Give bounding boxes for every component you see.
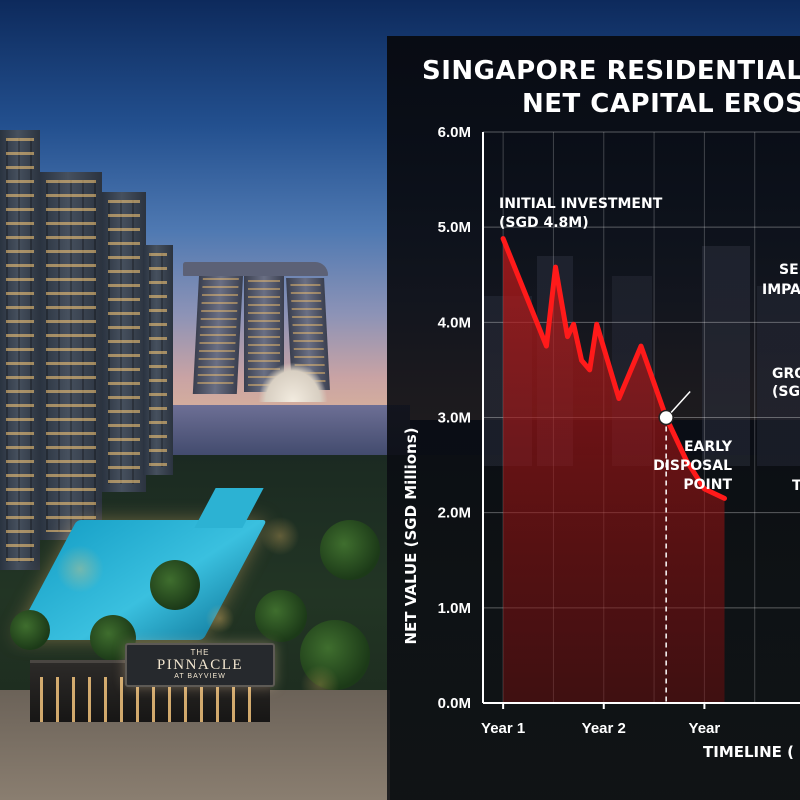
x-tick-label: Year 2 xyxy=(582,720,626,737)
residential-tower-1 xyxy=(0,130,40,570)
annotation-text: EARLY xyxy=(684,439,733,455)
annotation-text: (SGD 4.8M) xyxy=(499,215,589,231)
line-chart: 0.0M 1.0M 2.0M 3.0M 4.0M 5.0M 6.0M Year 1 Year 2… xyxy=(402,124,800,761)
mbs-tower-1 xyxy=(192,272,244,394)
artscience-museum xyxy=(258,362,328,402)
axes xyxy=(482,132,800,709)
tree xyxy=(300,620,370,690)
x-tick-label: Year 1 xyxy=(481,720,525,737)
annotation-text: SE xyxy=(779,262,799,278)
residential-tower-4 xyxy=(143,245,173,475)
chart-title-line-1: SINGAPORE RESIDENTIAL P xyxy=(422,56,800,86)
residential-tower-2 xyxy=(40,172,102,540)
gross-leader-line xyxy=(670,390,691,414)
y-tick-label: 4.0M xyxy=(438,314,471,331)
annotation-text: DISPOSAL xyxy=(653,458,732,474)
y-tick-label: 2.0M xyxy=(438,505,471,522)
series-path xyxy=(500,236,727,501)
tree xyxy=(150,560,200,610)
series-area xyxy=(503,238,725,703)
y-tick-label: 3.0M xyxy=(438,410,471,427)
x-tick-label: Year xyxy=(689,720,721,737)
annotations: INITIAL INVESTMENT (SGD 4.8M) EARLY DISPOSA… xyxy=(499,196,800,703)
y-tick-label: 1.0M xyxy=(438,600,471,617)
y-axis-label: NET VALUE (SGD Millions) xyxy=(402,427,420,644)
residential-tower-3 xyxy=(102,192,146,492)
annotation-text: INITIAL INVESTMENT xyxy=(499,196,663,212)
annotation-text: (SG xyxy=(772,384,800,400)
annotation-text: POINT xyxy=(683,477,732,493)
y-tick-label: 5.0M xyxy=(438,219,471,236)
sign-line-2: PINNACLE xyxy=(156,656,244,673)
annotation-text: IMPA xyxy=(762,282,800,298)
tree xyxy=(10,610,50,650)
annotation-text: GRO xyxy=(772,366,800,382)
y-tick-label: 6.0M xyxy=(438,124,471,141)
series-line xyxy=(500,236,727,501)
tick-labels: 0.0M 1.0M 2.0M 3.0M 4.0M 5.0M 6.0M Year 1 Year 2… xyxy=(438,124,721,737)
x-axis-label: TIMELINE ( xyxy=(703,743,794,761)
tree xyxy=(255,590,307,642)
sign-line-1: THE xyxy=(190,648,210,658)
annotation-text: T xyxy=(792,478,800,494)
chart-title-line-2: NET CAPITAL EROSI xyxy=(522,89,800,119)
chart-panel: SINGAPORE RESIDENTIAL P NET CAPITAL EROS… xyxy=(387,36,800,800)
building-sign: THE PINNACLE AT BAYVIEW xyxy=(125,643,275,687)
y-tick-label: 0.0M xyxy=(438,695,471,712)
tree xyxy=(320,520,380,580)
area-fill xyxy=(503,238,725,703)
disposal-marker xyxy=(658,409,674,426)
sign-line-3: AT BAYVIEW xyxy=(174,673,226,681)
mbs-skypark xyxy=(183,262,328,276)
